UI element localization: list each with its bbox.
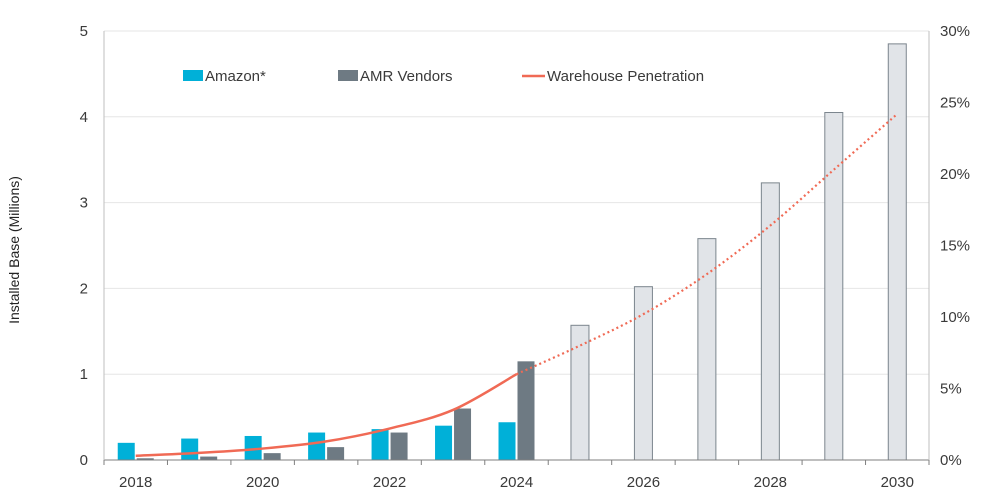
bar-amazon [181, 438, 199, 460]
bar-projected [570, 324, 590, 461]
y2-tick-label: 0% [940, 452, 962, 469]
y-tick-label: 3 [80, 195, 88, 212]
penetration-line [135, 113, 898, 457]
legend-label-penetration: Warehouse Penetration [547, 68, 704, 85]
legend: Amazon* AMR Vendors Warehouse Penetration [183, 68, 704, 85]
y2-tick-label: 10% [940, 309, 970, 326]
bars [117, 43, 907, 461]
grid-lines [104, 30, 929, 375]
x-tick-label: 2020 [246, 474, 279, 491]
bar-amazon [244, 435, 262, 460]
bar-projected [697, 238, 717, 461]
bar-amr-vendors [454, 408, 472, 460]
y2-tick-label: 15% [940, 238, 970, 255]
bar-amr-vendors [517, 361, 535, 460]
y2-tick-label: 20% [940, 166, 970, 183]
bar-amazon [308, 432, 326, 460]
bar-amazon [435, 425, 453, 460]
y-tick-label: 5 [80, 23, 88, 40]
x-tick-label: 2022 [373, 474, 406, 491]
bar-amr-vendors [136, 458, 154, 460]
legend-label-amr-vendors: AMR Vendors [360, 68, 453, 85]
legend-label-amazon: Amazon* [205, 68, 266, 85]
y2-tick-label: 30% [940, 23, 970, 40]
axes: 0 1 2 3 4 5 0% 5% 10% 15% 20% 25% 30% 2018 2020 2022 202… [80, 23, 970, 491]
bar-amr-vendors [200, 456, 218, 460]
y-axis-title: Installed Base (Millions) [6, 176, 22, 324]
x-tick-label: 2028 [754, 474, 787, 491]
bar-amr-vendors [327, 447, 345, 460]
y-tick-label: 1 [80, 366, 88, 383]
bar-amazon [371, 429, 389, 460]
y2-tick-label: 25% [940, 95, 970, 112]
bar-amazon [117, 442, 135, 460]
legend-swatch-amazon [183, 70, 203, 81]
bar-amr-vendors [263, 453, 281, 460]
x-tick-label: 2026 [627, 474, 660, 491]
x-tick-label: 2030 [881, 474, 914, 491]
bar-projected [633, 286, 653, 461]
x-tick-label: 2024 [500, 474, 533, 491]
bar-projected [887, 43, 907, 461]
legend-swatch-amr-vendors [338, 70, 358, 81]
bar-amazon [498, 422, 516, 460]
bar-projected [824, 112, 844, 461]
x-tick-label: 2018 [119, 474, 152, 491]
y-tick-label: 2 [80, 280, 88, 297]
y2-tick-label: 5% [940, 381, 962, 398]
penetration-line-projected [516, 113, 898, 376]
y-tick-label: 4 [80, 109, 88, 126]
bar-amr-vendors [390, 432, 408, 460]
penetration-line-actual [135, 373, 518, 457]
y-tick-label: 0 [80, 452, 88, 469]
